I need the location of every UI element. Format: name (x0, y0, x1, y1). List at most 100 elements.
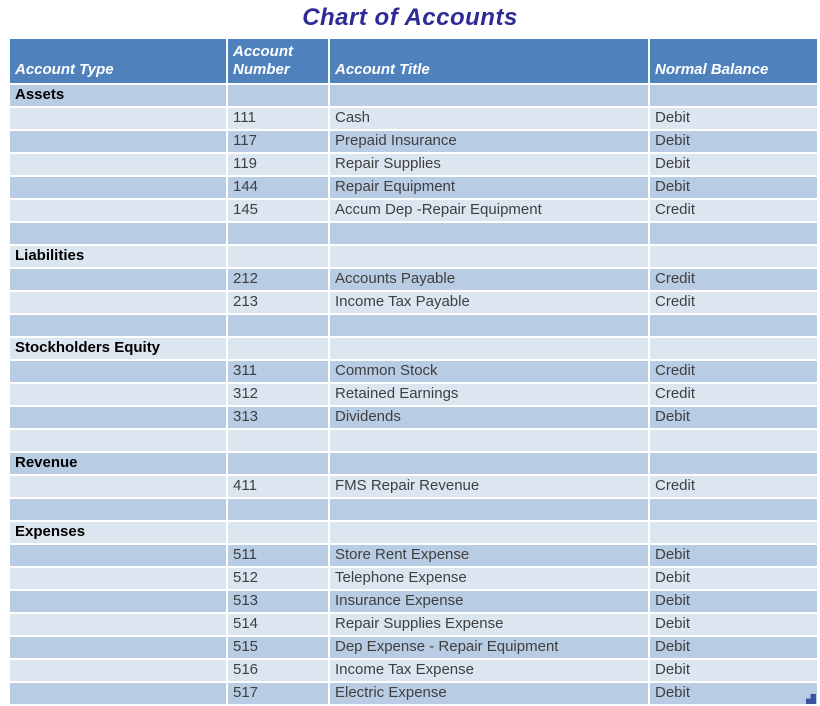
column-header-account-number[interactable]: Account Number (228, 39, 330, 83)
account-type-cell[interactable] (10, 614, 228, 635)
account-type-cell[interactable] (10, 591, 228, 612)
account-title-cell[interactable] (330, 223, 650, 244)
normal-balance-cell[interactable] (650, 246, 817, 267)
account-number-cell[interactable]: 515 (228, 637, 330, 658)
account-title-cell[interactable] (330, 85, 650, 106)
column-header-account-title[interactable]: Account Title (330, 39, 650, 83)
account-type-cell[interactable] (10, 407, 228, 428)
account-number-cell[interactable]: 513 (228, 591, 330, 612)
normal-balance-cell[interactable]: Debit (655, 408, 691, 425)
account-number-cell[interactable]: 514 (228, 614, 330, 635)
account-type-cell[interactable] (10, 131, 228, 152)
account-title-cell[interactable]: Dep Expense - Repair Equipment (330, 637, 650, 658)
account-title-cell[interactable] (330, 522, 650, 543)
normal-balance-cell[interactable]: Debit (655, 592, 691, 609)
account-number-cell[interactable]: 212 (228, 269, 330, 290)
account-number-cell[interactable]: 144 (228, 177, 330, 198)
account-number-cell[interactable] (228, 499, 330, 520)
normal-balance-cell[interactable]: Credit (655, 270, 696, 287)
normal-balance-cell[interactable]: Credit (655, 201, 696, 218)
account-number-cell[interactable]: 512 (228, 568, 330, 589)
account-number-cell[interactable]: 312 (228, 384, 330, 405)
normal-balance-cell[interactable] (650, 85, 817, 106)
account-title-cell[interactable] (330, 453, 650, 474)
account-number-cell[interactable] (228, 338, 330, 359)
account-type-cell[interactable] (10, 223, 228, 244)
account-number-cell[interactable] (228, 453, 330, 474)
account-title-cell[interactable] (330, 315, 650, 336)
account-title-cell[interactable]: Income Tax Expense (330, 660, 650, 681)
normal-balance-cell[interactable] (650, 223, 817, 244)
table-resize-handle[interactable] (806, 694, 816, 704)
account-number-cell[interactable] (228, 85, 330, 106)
account-number-cell[interactable]: 213 (228, 292, 330, 313)
account-type-cell[interactable] (10, 637, 228, 658)
account-type-cell[interactable] (10, 384, 228, 405)
normal-balance-cell[interactable]: Debit (655, 661, 691, 678)
account-type-cell[interactable]: Assets (10, 85, 228, 106)
normal-balance-cell[interactable]: Debit (655, 684, 691, 701)
normal-balance-cell[interactable]: Credit (655, 385, 696, 402)
account-number-cell[interactable]: 117 (228, 131, 330, 152)
account-number-cell[interactable]: 411 (228, 476, 330, 497)
account-type-cell[interactable] (10, 269, 228, 290)
account-type-cell[interactable] (10, 361, 228, 382)
account-title-cell[interactable]: Cash (330, 108, 650, 129)
normal-balance-cell[interactable]: Credit (655, 362, 696, 379)
account-title-cell[interactable]: Store Rent Expense (330, 545, 650, 566)
account-number-cell[interactable] (228, 522, 330, 543)
account-title-cell[interactable]: Income Tax Payable (330, 292, 650, 313)
account-number-cell[interactable] (228, 430, 330, 451)
account-title-cell[interactable] (330, 246, 650, 267)
normal-balance-cell[interactable]: Debit (655, 569, 691, 586)
account-number-cell[interactable]: 516 (228, 660, 330, 681)
normal-balance-cell[interactable]: Debit (655, 638, 691, 655)
column-header-account-type[interactable]: Account Type (10, 39, 228, 83)
account-type-cell[interactable]: Liabilities (10, 246, 228, 267)
account-title-cell[interactable] (330, 499, 650, 520)
account-title-cell[interactable] (330, 430, 650, 451)
account-title-cell[interactable]: Common Stock (330, 361, 650, 382)
account-type-cell[interactable]: Expenses (10, 522, 228, 543)
account-number-cell[interactable]: 119 (228, 154, 330, 175)
account-number-cell[interactable]: 311 (228, 361, 330, 382)
normal-balance-cell[interactable] (650, 315, 817, 336)
account-type-cell[interactable]: Revenue (10, 453, 228, 474)
account-number-cell[interactable]: 111 (228, 108, 330, 129)
account-title-cell[interactable]: Telephone Expense (330, 568, 650, 589)
account-title-cell[interactable]: Electric Expense (330, 683, 650, 704)
account-type-cell[interactable] (10, 499, 228, 520)
normal-balance-cell[interactable] (650, 499, 817, 520)
account-title-cell[interactable]: Retained Earnings (330, 384, 650, 405)
account-title-cell[interactable] (330, 338, 650, 359)
account-number-cell[interactable] (228, 246, 330, 267)
normal-balance-cell[interactable] (650, 338, 817, 359)
account-title-cell[interactable]: FMS Repair Revenue (330, 476, 650, 497)
account-type-cell[interactable] (10, 545, 228, 566)
account-title-cell[interactable]: Accum Dep -Repair Equipment (330, 200, 650, 221)
account-type-cell[interactable]: Stockholders Equity (10, 338, 228, 359)
account-title-cell[interactable]: Repair Supplies (330, 154, 650, 175)
normal-balance-cell[interactable]: Debit (655, 546, 691, 563)
account-number-cell[interactable]: 517 (228, 683, 330, 704)
account-number-cell[interactable]: 145 (228, 200, 330, 221)
normal-balance-cell[interactable] (650, 522, 817, 543)
normal-balance-cell[interactable] (650, 430, 817, 451)
account-title-cell[interactable]: Repair Equipment (330, 177, 650, 198)
account-title-cell[interactable]: Dividends (330, 407, 650, 428)
account-type-cell[interactable] (10, 292, 228, 313)
account-type-cell[interactable] (10, 315, 228, 336)
normal-balance-cell[interactable]: Credit (655, 477, 696, 494)
account-type-cell[interactable] (10, 683, 228, 704)
account-title-cell[interactable]: Accounts Payable (330, 269, 650, 290)
account-type-cell[interactable] (10, 568, 228, 589)
account-number-cell[interactable] (228, 315, 330, 336)
account-type-cell[interactable] (10, 177, 228, 198)
account-number-cell[interactable] (228, 223, 330, 244)
normal-balance-cell[interactable]: Debit (655, 615, 691, 632)
account-type-cell[interactable] (10, 108, 228, 129)
normal-balance-cell[interactable]: Credit (655, 293, 696, 310)
account-title-cell[interactable]: Insurance Expense (330, 591, 650, 612)
column-header-normal-balance[interactable]: Normal Balance (655, 61, 769, 78)
account-title-cell[interactable]: Prepaid Insurance (330, 131, 650, 152)
